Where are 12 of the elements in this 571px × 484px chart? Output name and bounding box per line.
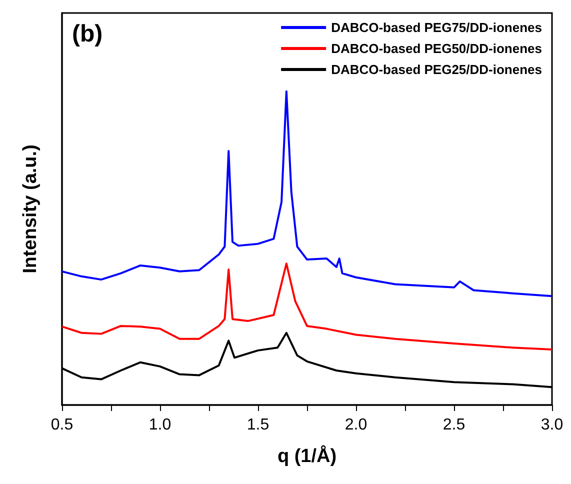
x-tick-label: 2.5 xyxy=(442,416,466,434)
x-tick-label: 0.5 xyxy=(50,416,74,434)
legend-label: DABCO-based PEG50/DD-ionenes xyxy=(331,41,542,56)
legend-label: DABCO-based PEG25/DD-ionenes xyxy=(331,62,542,77)
y-axis-title: Intensity (a.u.) xyxy=(20,144,41,274)
x-tick-label: 1.5 xyxy=(246,416,270,434)
legend-label: DABCO-based PEG75/DD-ionenes xyxy=(331,20,542,35)
x-tick-label: 3.0 xyxy=(540,416,564,434)
x-tick-label: 1.0 xyxy=(148,416,172,434)
x-tick-label: 2.0 xyxy=(344,416,368,434)
x-axis-title: q (1/Å) xyxy=(277,445,337,467)
text: (b) xyxy=(72,20,103,48)
